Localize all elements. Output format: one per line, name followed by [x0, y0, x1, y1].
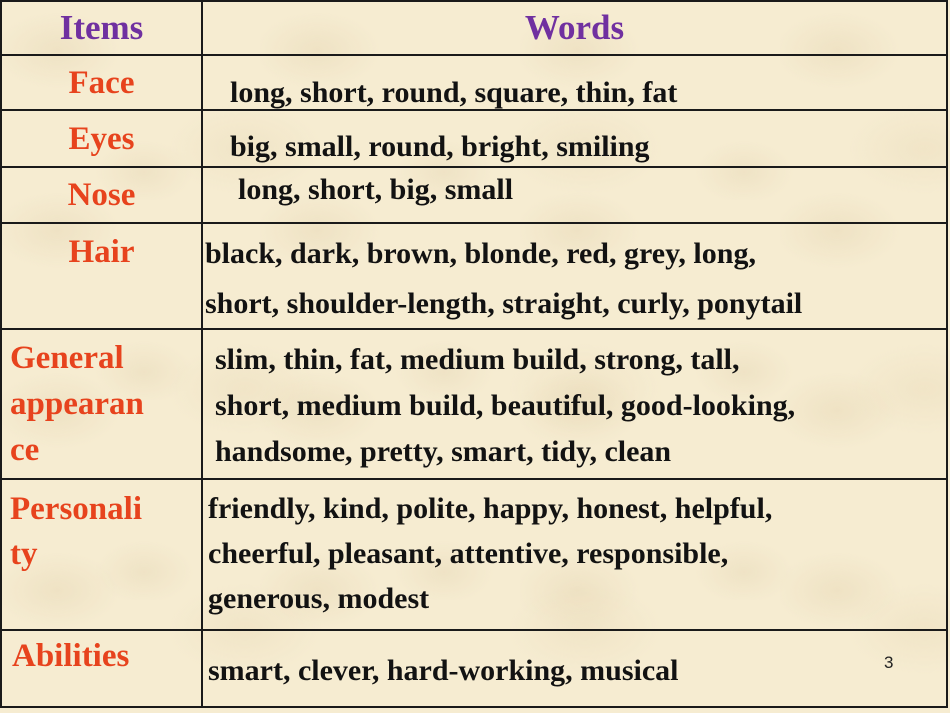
item-cell-general-appearance: General appearan ce: [2, 330, 203, 480]
words-cell-personality: friendly, kind, polite, happy, honest, h…: [203, 480, 946, 631]
item-cell-personality: Personali ty: [2, 480, 203, 631]
words-cell-face: long, short, round, square, thin, fat: [203, 56, 946, 111]
item-label-line: appearan: [10, 386, 144, 422]
item-label: Nose: [67, 177, 136, 213]
words-line: handsome, pretty, smart, tidy, clean: [215, 435, 672, 468]
words-line: generous, modest: [208, 582, 430, 615]
words-cell-general-appearance: slim, thin, fat, medium build, strong, t…: [203, 330, 946, 480]
item-cell-face: Face: [2, 56, 203, 111]
words-cell-nose: long, short, big, small: [203, 168, 946, 224]
words-cell-hair: black, dark, brown, blonde, red, grey, l…: [203, 224, 946, 330]
header-items: Items: [2, 2, 203, 56]
words-line: cheerful, pleasant, attentive, responsib…: [208, 537, 729, 570]
item-label-line: General: [10, 340, 124, 376]
words-line: friendly, kind, polite, happy, honest, h…: [208, 492, 773, 525]
item-cell-hair: Hair: [2, 224, 203, 330]
item-label: Eyes: [68, 120, 135, 157]
words-line: long, short, big, small: [238, 173, 514, 206]
item-cell-eyes: Eyes: [2, 111, 203, 168]
item-label: Face: [68, 64, 135, 101]
words-cell-eyes: big, small, round, bright, smiling: [203, 111, 946, 168]
header-items-label: Items: [59, 8, 144, 47]
header-words-label: Words: [524, 8, 625, 47]
words-line: slim, thin, fat, medium build, strong, t…: [215, 343, 740, 376]
item-label-line: ty: [10, 536, 38, 572]
page-number: 3: [884, 653, 894, 672]
item-label-line: Personali: [10, 491, 142, 527]
header-words: Words: [203, 2, 946, 56]
words-line: big, small, round, bright, smiling: [230, 130, 650, 163]
item-cell-nose: Nose: [2, 168, 203, 224]
words-line: long, short, round, square, thin, fat: [230, 76, 678, 109]
words-line: short, medium build, beautiful, good-loo…: [215, 389, 796, 422]
item-label: Abilities: [12, 638, 130, 674]
words-line: short, shoulder-length, straight, curly,…: [205, 287, 803, 320]
item-cell-abilities: Abilities: [2, 631, 203, 706]
item-label: Hair: [68, 234, 135, 270]
item-label-line: ce: [10, 432, 40, 468]
words-cell-abilities: smart, clever, hard-working, musical: [203, 631, 946, 706]
words-line: black, dark, brown, blonde, red, grey, l…: [205, 237, 756, 270]
words-line: smart, clever, hard-working, musical: [208, 654, 679, 687]
